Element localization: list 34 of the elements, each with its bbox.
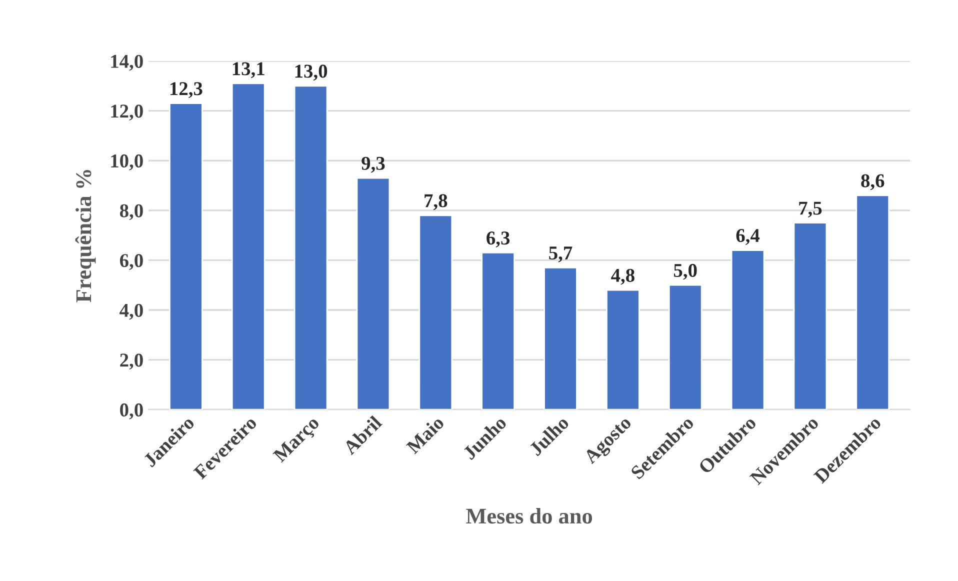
y-tick-label: 6,0 [120, 254, 143, 270]
data-label: 5,0 [674, 264, 697, 280]
bar [606, 289, 640, 410]
y-axis-title: Frequência % [75, 170, 96, 302]
bar [169, 102, 203, 410]
data-label: 13,1 [232, 62, 264, 78]
y-tick-label: 10,0 [111, 154, 143, 170]
bar [481, 252, 516, 410]
bar [231, 82, 266, 410]
data-label: 7,8 [424, 194, 448, 210]
bar [668, 284, 702, 410]
bar [544, 266, 578, 410]
bar [730, 250, 765, 410]
bar [356, 177, 390, 410]
data-label: 8,6 [861, 174, 884, 190]
y-tick-label: 14,0 [111, 54, 143, 71]
x-axis-title: Meses do ano [466, 508, 592, 524]
bar [418, 214, 453, 410]
y-tick-label: 4,0 [120, 304, 143, 320]
data-label: 12,3 [170, 82, 202, 98]
data-label: 6,4 [736, 229, 760, 245]
data-label: 9,3 [362, 156, 385, 173]
y-tick-label: 2,0 [120, 354, 143, 370]
data-label: 13,0 [295, 64, 328, 81]
data-label: 4,8 [611, 268, 634, 285]
y-tick-label: 12,0 [111, 104, 143, 121]
y-tick-label: 8,0 [120, 204, 143, 220]
data-label: 6,3 [486, 232, 510, 248]
y-tick-label: 0,0 [120, 403, 143, 420]
bar [793, 222, 828, 410]
bar [856, 194, 890, 410]
data-label: 5,7 [549, 246, 572, 262]
data-label: 7,5 [799, 202, 822, 218]
bar [294, 85, 328, 410]
